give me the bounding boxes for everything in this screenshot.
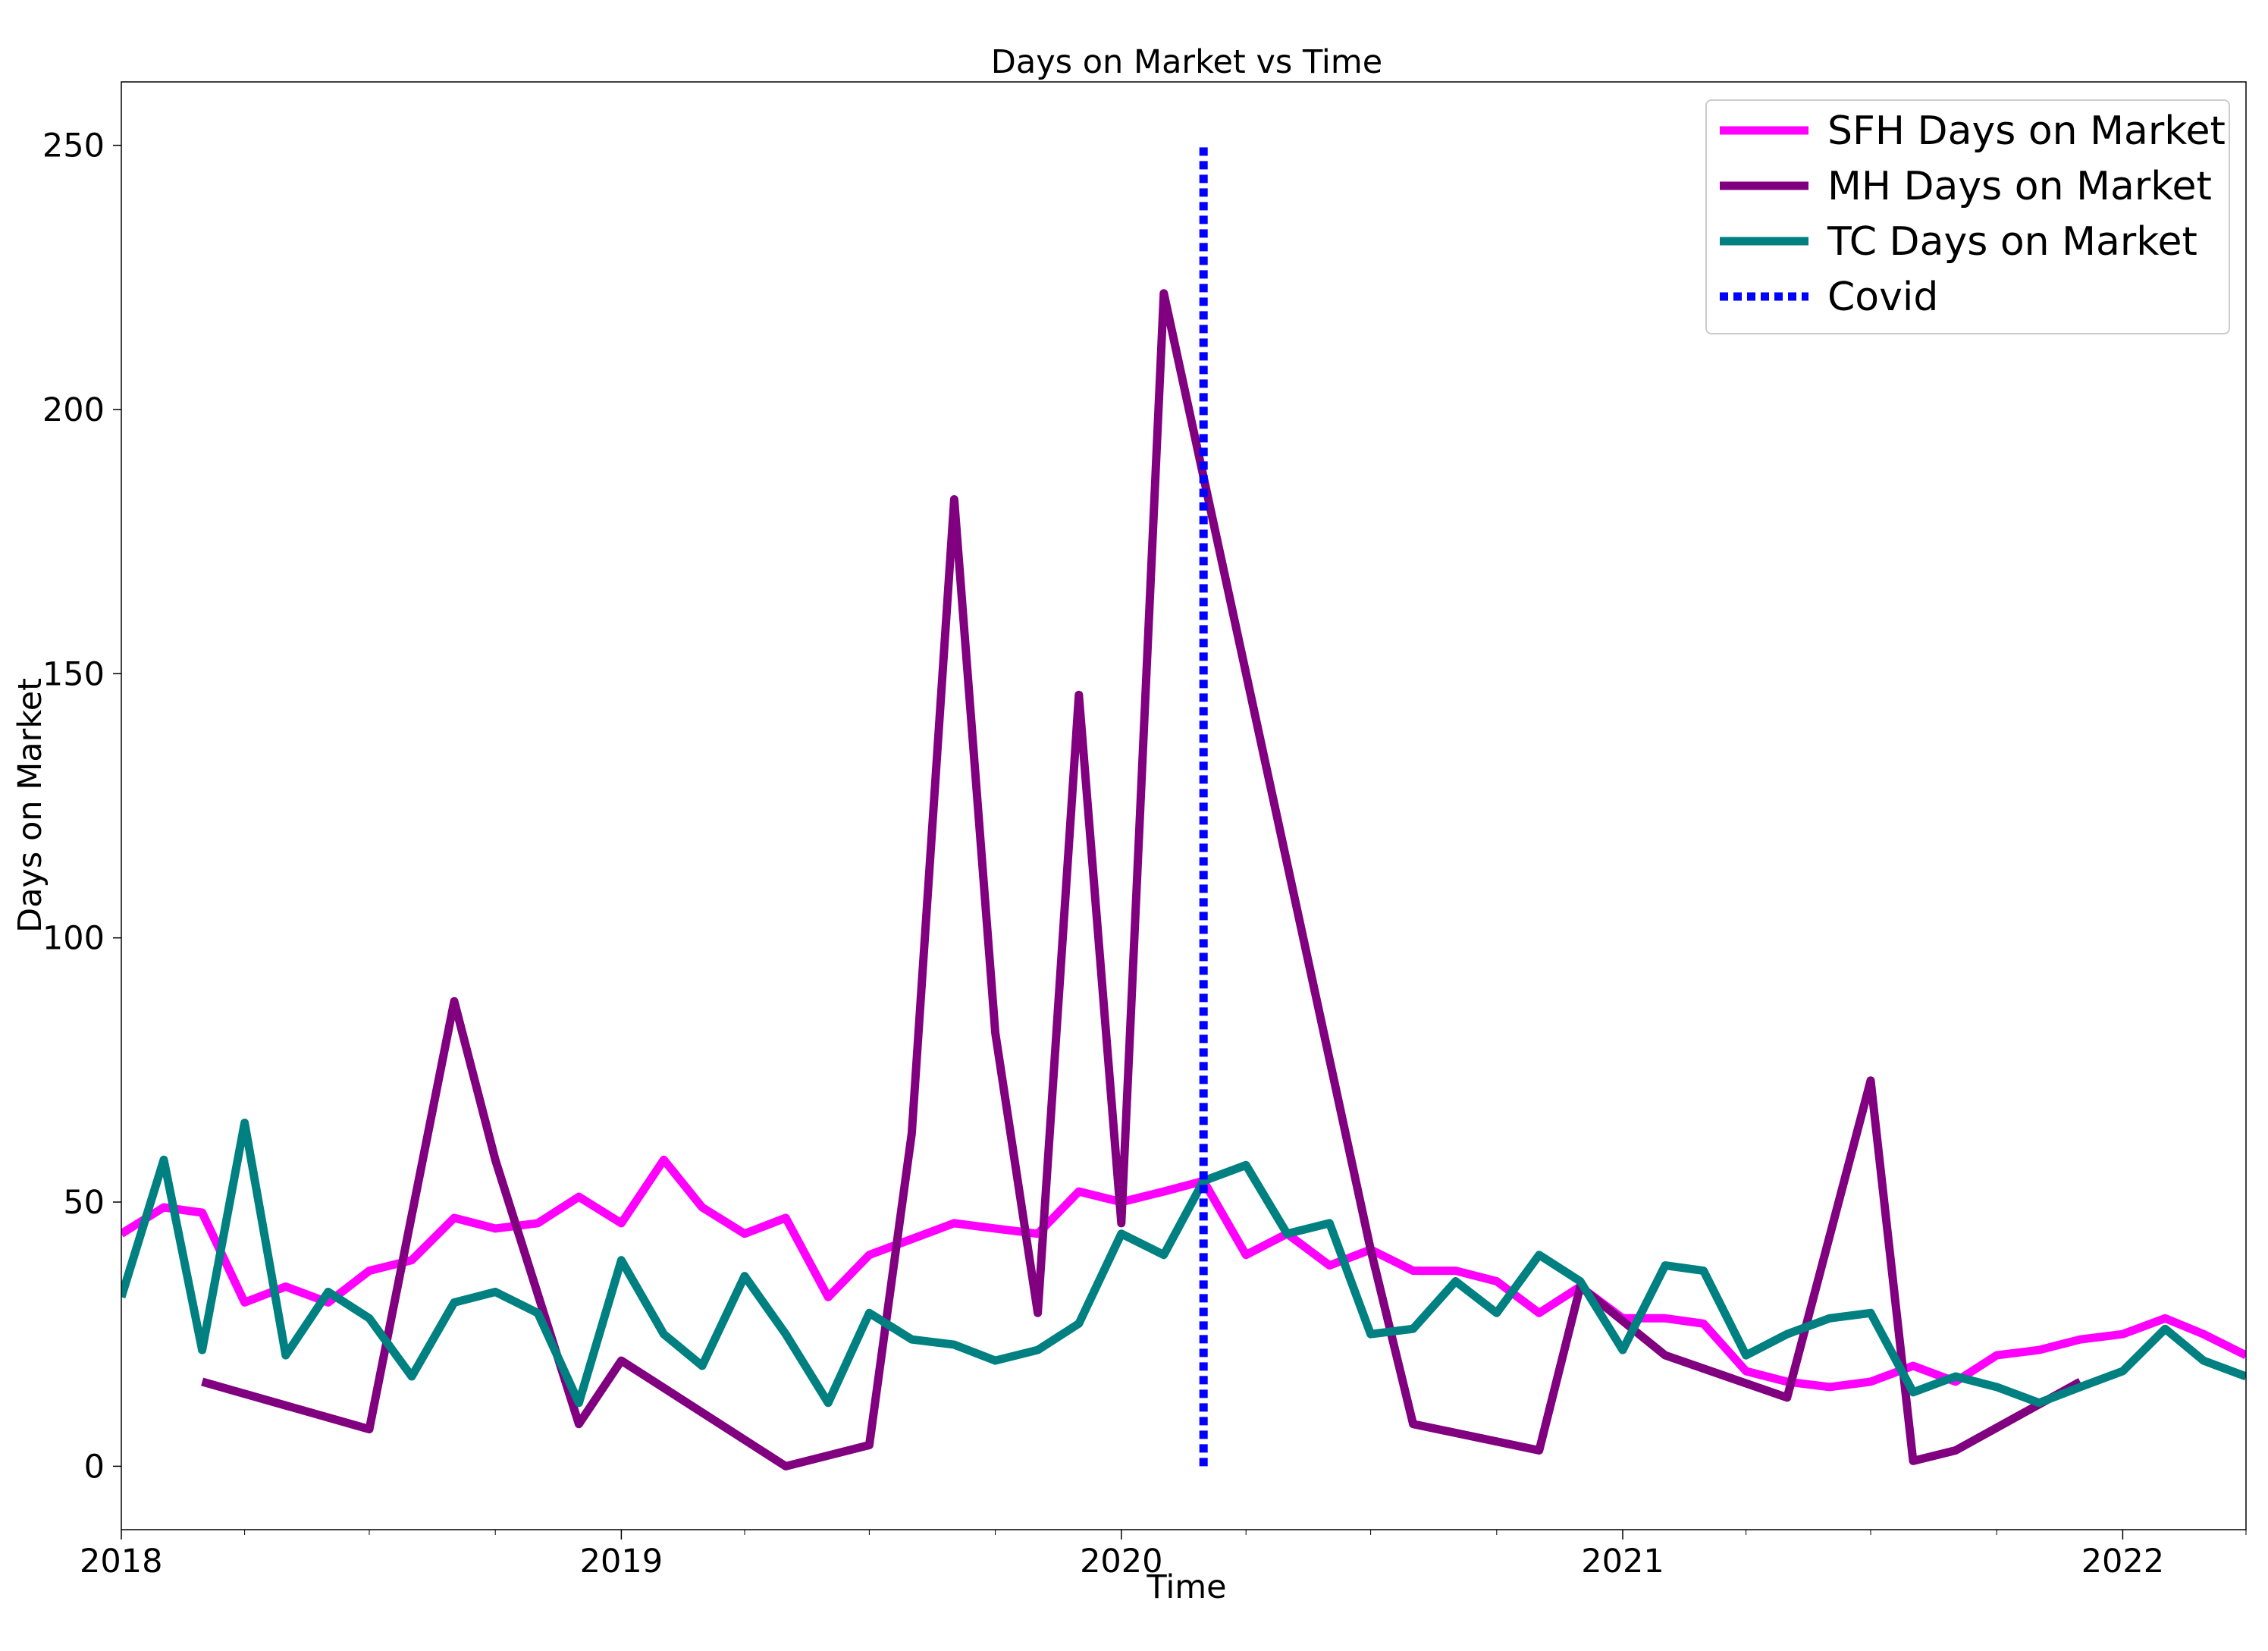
y-tick-label-100: 100: [42, 920, 105, 958]
tc-days-on-market-legend-label: TC Days on Market: [1827, 219, 2197, 265]
y-tick-label-50: 50: [63, 1184, 105, 1222]
covid-legend-label: Covid: [1827, 275, 1938, 320]
series-lines: [121, 145, 2246, 1471]
plot-frame: [121, 81, 2247, 1530]
legend: SFH Days on Market MH Days on Market TC Da…: [1705, 99, 2230, 334]
x-tick-label-2020: 2020: [1080, 1543, 1162, 1580]
axes: 0 50 100 150 200 250 2018 2019 2020 2021 2022: [42, 81, 2247, 1580]
x-tick-label-2022: 2022: [2081, 1543, 2164, 1580]
chart-title: Days on Market vs Time: [991, 43, 1382, 81]
x-tick-label-2019: 2019: [580, 1543, 663, 1580]
sfh-days-on-market-legend-label: SFH Days on Market: [1827, 108, 2226, 154]
x-tick-label-2018: 2018: [80, 1543, 162, 1580]
y-tick-label-150: 150: [42, 655, 105, 693]
x-axis-label: Time: [1146, 1568, 1226, 1606]
legend-box: [1705, 99, 2230, 334]
mh-days-on-market-legend-label: MH Days on Market: [1827, 164, 2212, 209]
mh-days-on-market-line: [201, 289, 2083, 1471]
y-tick-label-0: 0: [84, 1448, 105, 1486]
y-axis-label: Days on Market: [11, 678, 49, 933]
y-tick-label-250: 250: [42, 127, 105, 165]
y-tick-label-200: 200: [42, 391, 105, 429]
x-tick-label-2021: 2021: [1581, 1543, 1664, 1580]
sfh-days-on-market-line: [121, 1155, 2246, 1392]
tc-days-on-market-line: [121, 1119, 2246, 1408]
plot-area: [121, 145, 2246, 1471]
